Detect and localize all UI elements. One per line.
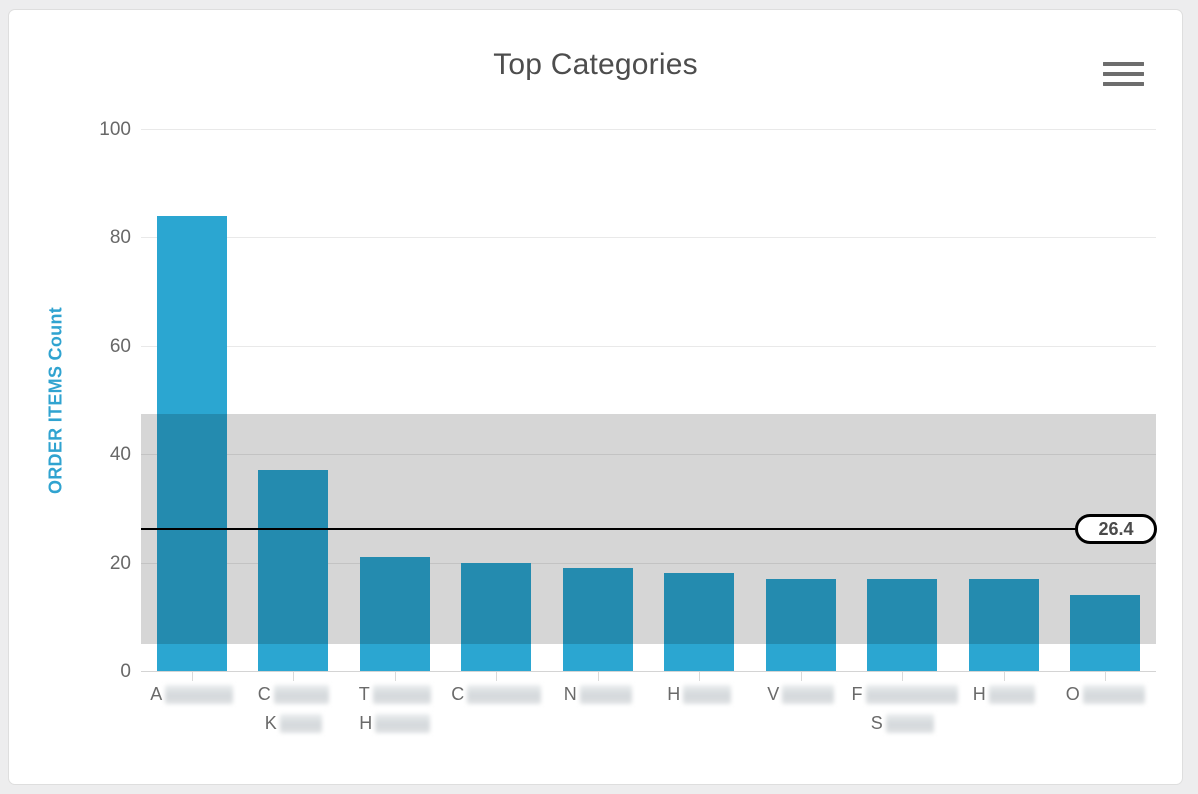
redacted-text <box>1082 685 1145 704</box>
chart-card: Top Categories ORDER ITEMS Count 0 20 40 60… <box>8 9 1183 785</box>
x-tick-4 <box>496 672 498 681</box>
y-axis-labels: 0 20 40 60 80 100 <box>9 10 131 784</box>
redacted-text <box>885 714 934 733</box>
x-tick-3 <box>394 672 396 681</box>
hamburger-icon <box>1103 72 1144 76</box>
x-axis-line <box>141 671 1156 672</box>
redacted-text <box>165 685 234 704</box>
hamburger-icon <box>1103 82 1144 86</box>
x-label-4: C <box>446 680 548 709</box>
x-tick-8 <box>902 672 904 681</box>
y-tick-label-0: 0 <box>120 661 131 682</box>
bar-9[interactable] <box>968 578 1039 671</box>
x-tick-6 <box>699 672 701 681</box>
x-tick-10 <box>1105 672 1107 681</box>
x-label-10: O <box>1055 680 1157 709</box>
bar-8[interactable] <box>867 578 938 671</box>
gridline-20 <box>141 562 1156 564</box>
gridline-40 <box>141 454 1156 456</box>
x-tick-9 <box>1003 672 1005 681</box>
x-tick-5 <box>597 672 599 681</box>
redacted-text <box>273 685 329 704</box>
x-tick-7 <box>800 672 802 681</box>
bar-5[interactable] <box>562 568 633 671</box>
gridline-60 <box>141 345 1156 347</box>
y-tick-label-60: 60 <box>109 335 131 357</box>
bar-3[interactable] <box>359 557 430 671</box>
bar-1[interactable] <box>156 215 227 671</box>
bar-7[interactable] <box>765 578 836 671</box>
x-label-5: N <box>547 680 649 709</box>
bar-2[interactable] <box>258 470 329 671</box>
chart-context-menu-button[interactable] <box>1103 62 1144 86</box>
y-tick-label-80: 80 <box>109 227 131 249</box>
plot-area: 26.4 <box>141 129 1157 681</box>
x-label-9: H <box>953 680 1055 709</box>
y-tick-label-100: 100 <box>99 119 131 140</box>
redacted-text <box>865 685 958 704</box>
x-label-1: A <box>141 680 243 709</box>
redacted-text <box>372 685 431 704</box>
redacted-text <box>375 714 431 733</box>
redacted-text <box>467 685 542 704</box>
bar-4[interactable] <box>461 562 532 671</box>
bar-10[interactable] <box>1070 595 1141 671</box>
mean-value-label: 26.4 <box>1075 513 1157 544</box>
chart-title: Top Categories <box>493 48 698 81</box>
redacted-text <box>683 685 732 704</box>
bar-6[interactable] <box>664 573 735 671</box>
gridline-80 <box>141 237 1156 239</box>
redacted-text <box>279 714 322 733</box>
y-tick-label-20: 20 <box>109 552 131 574</box>
hamburger-icon <box>1103 62 1144 66</box>
x-tick-2 <box>293 672 295 681</box>
x-tick-1 <box>191 672 193 681</box>
mean-line <box>141 527 1156 530</box>
gridline-100 <box>141 129 1156 130</box>
redacted-text <box>988 685 1035 704</box>
y-tick-label-40: 40 <box>109 444 131 466</box>
redacted-text <box>782 685 835 704</box>
redacted-text <box>579 685 632 704</box>
x-label-6: H <box>649 680 751 709</box>
x-label-7: V <box>750 680 852 709</box>
